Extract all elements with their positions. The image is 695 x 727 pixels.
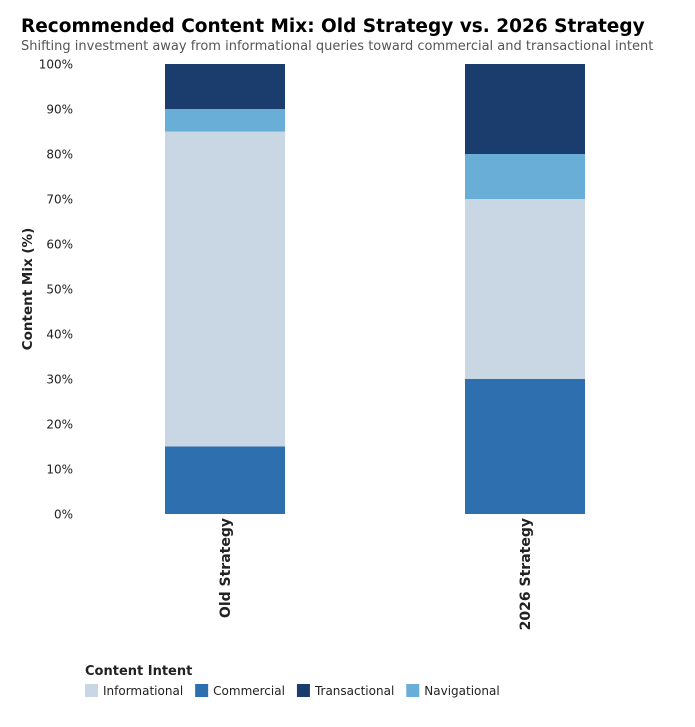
- bar-segment-commercial-1: [165, 446, 285, 514]
- chart-title: Recommended Content Mix: Old Strategy vs…: [21, 16, 645, 37]
- legend-label-commercial: Commercial: [213, 684, 285, 698]
- y-tick-label: 100%: [39, 58, 73, 72]
- y-tick-label: 10%: [46, 463, 73, 477]
- y-tick-label: 50%: [46, 283, 73, 297]
- y-axis-ticks: 0% 10% 20% 30% 40% 50% 60% 70% 80% 90% 100%: [39, 58, 73, 522]
- bar-segment-commercial-2: [465, 379, 585, 514]
- legend-swatch-navigational: [406, 684, 420, 697]
- bar-segment-transactional-2: [465, 64, 585, 154]
- legend-title: Content Intent: [85, 664, 192, 679]
- bar-segment-informational-2: [465, 199, 585, 379]
- bar-segment-informational-1: [165, 131, 285, 447]
- y-tick-label: 0%: [54, 508, 73, 522]
- legend-label-transactional: Transactional: [314, 684, 394, 698]
- bar-segment-navigational-2: [465, 154, 585, 199]
- y-tick-label: 20%: [46, 418, 73, 432]
- legend-label-navigational: Navigational: [424, 684, 499, 698]
- legend-swatch-informational: [85, 684, 98, 697]
- chart-subtitle: Shifting investment away from informatio…: [21, 39, 654, 54]
- legend: Informational Commercial Transactional Navi…: [85, 684, 500, 698]
- bar-segment-navigational-1: [165, 109, 285, 132]
- x-tick-label: Old Strategy: [218, 518, 234, 618]
- y-tick-label: 40%: [46, 328, 73, 342]
- bar-segment-transactional-1: [165, 64, 285, 109]
- legend-label-informational: Informational: [103, 684, 183, 698]
- y-tick-label: 60%: [46, 238, 73, 252]
- y-tick-label: 90%: [46, 103, 73, 117]
- y-tick-label: 70%: [46, 193, 73, 207]
- legend-swatch-commercial: [195, 684, 209, 697]
- bar-stacks: [165, 64, 585, 514]
- y-axis-label: Content Mix (%): [20, 228, 36, 351]
- x-tick-label: 2026 Strategy: [518, 518, 534, 630]
- y-tick-label: 30%: [46, 373, 73, 387]
- x-axis-ticks: Old Strategy 2026 Strategy: [218, 518, 534, 630]
- legend-swatch-transactional: [296, 684, 310, 697]
- y-tick-label: 80%: [46, 148, 73, 162]
